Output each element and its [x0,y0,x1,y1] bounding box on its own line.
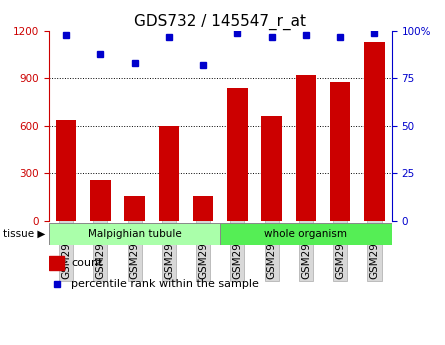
Bar [158,126,179,221]
Bar [56,120,77,221]
Text: count: count [71,258,103,268]
Bar [330,82,351,221]
Bar [220,223,392,245]
Text: tissue ▶: tissue ▶ [3,229,45,239]
Bar [261,117,282,221]
Bar [90,180,111,221]
Title: GDS732 / 145547_r_at: GDS732 / 145547_r_at [134,13,306,30]
Bar [49,256,65,270]
Bar [124,196,145,221]
Text: whole organism: whole organism [264,229,348,239]
Bar [364,42,385,221]
Bar [295,75,316,221]
Text: percentile rank within the sample: percentile rank within the sample [71,279,259,289]
Text: Malpighian tubule: Malpighian tubule [88,229,182,239]
Bar [49,223,220,245]
Bar [227,88,248,221]
Bar [193,196,214,221]
